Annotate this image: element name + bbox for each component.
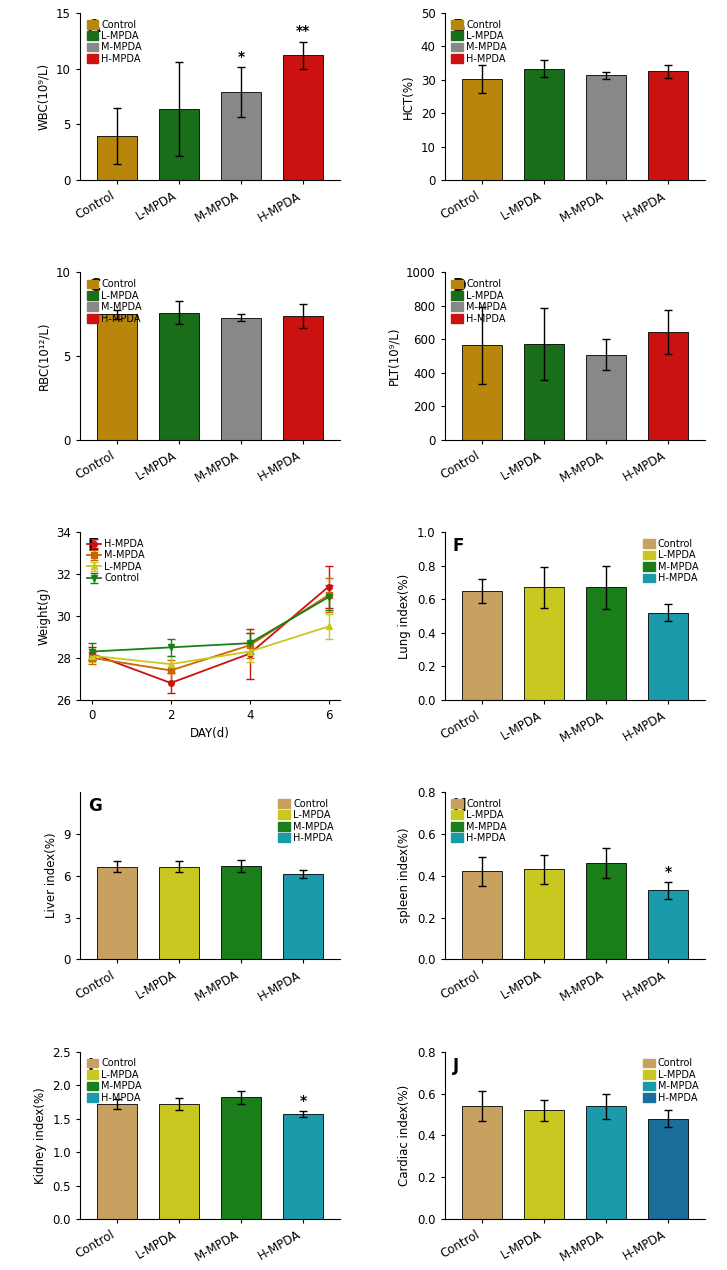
Bar [648,71,688,180]
Text: *: * [238,50,245,64]
Legend: Control, L-MPDA, M-MPDA, H-MPDA: Control, L-MPDA, M-MPDA, H-MPDA [448,15,510,67]
Text: H: H [452,798,467,815]
Legend: Control, L-MPDA, M-MPDA, H-MPDA: Control, L-MPDA, M-MPDA, H-MPDA [83,276,146,328]
Legend: Control, L-MPDA, M-MPDA, H-MPDA: Control, L-MPDA, M-MPDA, H-MPDA [83,1054,146,1106]
Legend: Control, L-MPDA, M-MPDA, H-MPDA: Control, L-MPDA, M-MPDA, H-MPDA [639,1054,702,1106]
Bar [648,890,688,959]
Bar [523,344,564,439]
Bar [283,874,324,959]
Bar [159,866,199,959]
Text: B: B [452,18,465,36]
Bar [283,55,324,180]
Bar [523,1110,564,1219]
Bar [648,1119,688,1219]
Text: J: J [452,1057,459,1074]
Y-axis label: Weight(g): Weight(g) [37,587,50,645]
Bar [586,864,626,959]
Y-axis label: Cardiac index(%): Cardiac index(%) [398,1085,411,1186]
Legend: Control, L-MPDA, M-MPDA, H-MPDA: Control, L-MPDA, M-MPDA, H-MPDA [275,795,337,847]
Bar [221,866,262,959]
Text: I: I [88,1057,94,1074]
Y-axis label: HCT(%): HCT(%) [402,74,415,119]
Bar [283,1114,324,1219]
Bar [523,588,564,700]
Text: E: E [88,537,99,555]
Y-axis label: spleen index(%): spleen index(%) [398,828,411,923]
Y-axis label: Liver index(%): Liver index(%) [45,833,58,918]
Bar [586,354,626,439]
Bar [462,871,502,959]
Bar [462,1106,502,1219]
Bar [586,588,626,700]
Legend: Control, L-MPDA, M-MPDA, H-MPDA: Control, L-MPDA, M-MPDA, H-MPDA [448,795,510,847]
Y-axis label: WBC(10⁹/L): WBC(10⁹/L) [38,64,50,130]
Bar [462,345,502,439]
Y-axis label: Kidney index(%): Kidney index(%) [33,1087,47,1184]
Bar [97,866,137,959]
Bar [523,69,564,180]
Text: D: D [452,277,466,296]
Bar [97,314,137,439]
Legend: H-MPDA, M-MPDA, L-MPDA, Control: H-MPDA, M-MPDA, L-MPDA, Control [83,535,149,587]
Bar [648,612,688,700]
Text: F: F [452,537,464,555]
Bar [586,1106,626,1219]
Text: G: G [88,798,102,815]
Legend: Control, L-MPDA, M-MPDA, H-MPDA: Control, L-MPDA, M-MPDA, H-MPDA [448,276,510,328]
Y-axis label: Lung index(%): Lung index(%) [398,573,411,659]
Bar [221,318,262,439]
Bar [586,75,626,180]
X-axis label: DAY(d): DAY(d) [190,728,230,740]
Bar [283,316,324,439]
Bar [221,1097,262,1219]
Bar [97,1104,137,1219]
Bar [523,870,564,959]
Bar [462,79,502,180]
Bar [159,109,199,180]
Text: C: C [88,277,100,296]
Text: **: ** [296,24,310,38]
Legend: Control, L-MPDA, M-MPDA, H-MPDA: Control, L-MPDA, M-MPDA, H-MPDA [639,535,702,587]
Bar [159,1104,199,1219]
Bar [221,91,262,180]
Text: *: * [300,1093,307,1107]
Bar [159,312,199,439]
Legend: Control, L-MPDA, M-MPDA, H-MPDA: Control, L-MPDA, M-MPDA, H-MPDA [83,15,146,67]
Y-axis label: RBC(10¹²/L): RBC(10¹²/L) [38,323,50,390]
Text: *: * [664,865,672,879]
Y-axis label: PLT(10⁹/L): PLT(10⁹/L) [387,326,401,386]
Bar [462,591,502,700]
Text: A: A [88,18,100,36]
Bar [97,136,137,180]
Bar [648,331,688,439]
